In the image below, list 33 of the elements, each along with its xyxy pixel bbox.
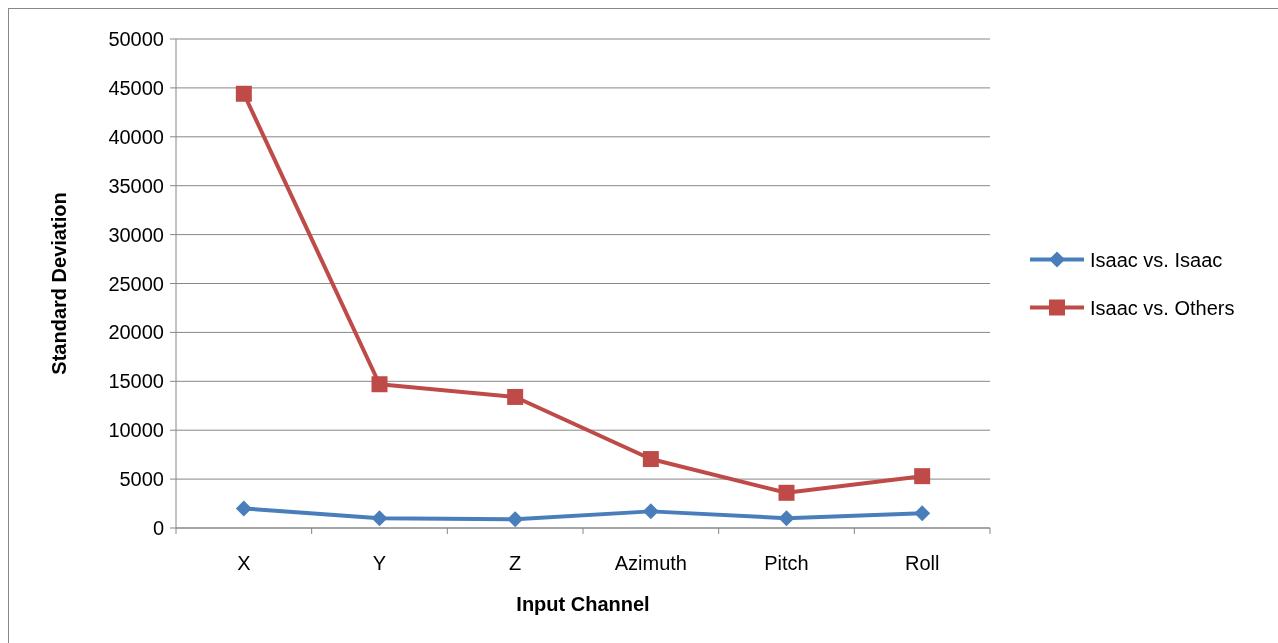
point [235,500,252,517]
y-tick-label: 15000 [108,370,164,393]
y-tick-label: 5000 [119,468,164,491]
y-tick-label: 40000 [108,125,164,148]
y-tick-label: 50000 [108,28,164,50]
point [507,388,524,405]
point [642,503,659,520]
y-tick-label: 10000 [108,419,164,442]
point [235,85,252,102]
point [642,451,659,468]
x-tick-label: Pitch [764,552,809,574]
y-tick-label: 20000 [108,321,164,344]
y-tick-label: 35000 [108,174,164,197]
y-tick-label: 25000 [108,272,164,295]
point [778,484,795,501]
x-tick-label: Y [372,552,387,574]
point [507,511,524,528]
point [371,376,388,393]
point [371,510,388,527]
point [914,468,931,485]
legend-label: Isaac vs. Others [1090,296,1235,319]
x-tick-label: X [237,552,251,574]
y-tick-label: 0 [152,517,164,539]
legend-label: Isaac vs. Isaac [1090,248,1223,271]
x-tick-label: Z [509,552,522,574]
y-tick-label: 45000 [108,76,164,99]
y-tick-label: 30000 [108,223,164,246]
point [914,505,931,522]
x-axis-title: Input Channel [516,593,650,615]
y-axis-title: Standard Deviation [48,192,70,375]
point [778,510,795,527]
x-tick-label: Roll [904,552,940,574]
x-tick-label: Azimuth [614,552,687,574]
